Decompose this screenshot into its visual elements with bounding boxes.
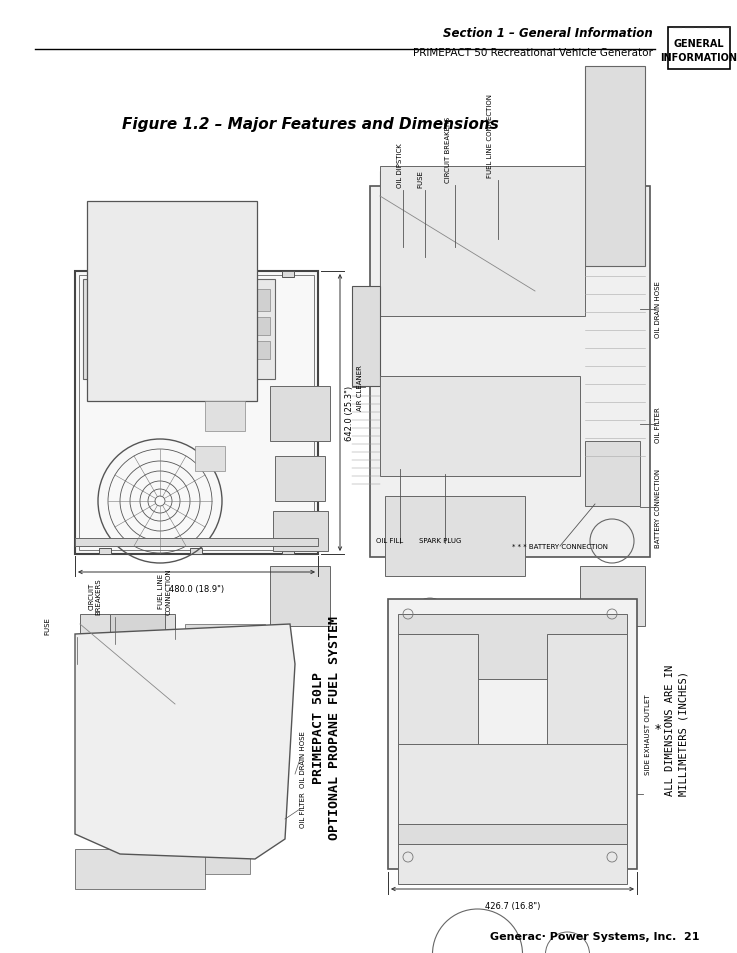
Text: OPTIONAL PROPANE FUEL SYSTEM: OPTIONAL PROPANE FUEL SYSTEM	[328, 616, 341, 840]
Text: BATTERY CONNECTION: BATTERY CONNECTION	[655, 468, 661, 547]
Text: FUEL LINE CONNECTION: FUEL LINE CONNECTION	[487, 94, 493, 178]
Bar	[83, 280, 183, 379]
Bar	[585, 441, 640, 506]
Text: 426.7 (16.8"): 426.7 (16.8")	[485, 901, 540, 910]
Text: Section 1 – General Information: Section 1 – General Information	[443, 27, 653, 40]
Text: GENERAL: GENERAL	[674, 39, 724, 49]
Bar	[195, 341, 270, 359]
Text: ALL DIMENSIONS ARE IN
MILLIMETERS (INCHES): ALL DIMENSIONS ARE IN MILLIMETERS (INCHE…	[665, 663, 688, 795]
Text: PRIMEPACT 50LP: PRIMEPACT 50LP	[312, 671, 325, 783]
Text: PRIMEPACT 50 Recreational Vehicle Generator: PRIMEPACT 50 Recreational Vehicle Genera…	[413, 48, 653, 58]
Bar	[270, 566, 330, 626]
Bar	[93, 290, 113, 310]
Circle shape	[464, 208, 472, 215]
Text: OIL DRAIN HOSE: OIL DRAIN HOSE	[655, 281, 661, 338]
Bar	[190, 272, 202, 277]
Text: OIL FILTER: OIL FILTER	[300, 791, 306, 827]
Bar	[445, 182, 510, 242]
Bar	[127, 650, 135, 659]
Bar	[547, 635, 627, 754]
Bar	[175, 760, 255, 814]
Bar	[99, 548, 111, 555]
Bar	[398, 615, 627, 679]
Bar	[165, 824, 250, 874]
Text: FUSE: FUSE	[44, 617, 50, 635]
Bar	[352, 287, 380, 387]
Bar	[585, 67, 645, 267]
Bar	[87, 202, 257, 401]
Bar	[580, 566, 645, 626]
Bar	[195, 447, 225, 472]
Circle shape	[464, 221, 472, 229]
Text: OIL FILL: OIL FILL	[377, 537, 404, 543]
Circle shape	[127, 636, 135, 643]
Bar	[99, 272, 111, 277]
Bar	[205, 401, 245, 432]
Polygon shape	[75, 624, 295, 859]
Text: 642.0 (25.3"): 642.0 (25.3")	[345, 386, 354, 440]
Text: *: *	[655, 722, 661, 736]
Bar	[380, 172, 535, 292]
Text: INFORMATION: INFORMATION	[660, 53, 737, 63]
Bar	[79, 275, 314, 551]
Bar	[398, 744, 627, 884]
Bar	[282, 548, 294, 555]
Bar	[282, 272, 294, 277]
Bar	[190, 280, 275, 379]
Bar	[75, 849, 205, 889]
Bar	[195, 317, 270, 335]
Text: CIRCUIT BREAKERS: CIRCUIT BREAKERS	[445, 117, 451, 183]
Bar	[113, 650, 121, 659]
Bar	[380, 167, 585, 316]
Text: OIL FILTER: OIL FILTER	[655, 407, 661, 442]
Text: OIL DIPSTICK: OIL DIPSTICK	[397, 143, 403, 188]
Bar	[388, 599, 637, 869]
Text: 480.0 (18.9"): 480.0 (18.9")	[169, 584, 224, 594]
Text: OIL DRAIN HOSE: OIL DRAIN HOSE	[300, 731, 306, 787]
Text: * * * BATTERY CONNECTION: * * * BATTERY CONNECTION	[512, 543, 608, 550]
Bar	[110, 615, 165, 669]
Text: AIR CLEANER: AIR CLEANER	[357, 365, 363, 411]
Bar	[398, 635, 478, 754]
Text: CIRCUIT
BREAKERS: CIRCUIT BREAKERS	[88, 578, 102, 615]
Bar	[380, 376, 580, 476]
Bar	[668, 28, 730, 70]
Bar	[275, 456, 325, 501]
Text: SPARK PLUG: SPARK PLUG	[419, 537, 461, 543]
Text: FUEL LINE
CONNECTION: FUEL LINE CONNECTION	[158, 568, 172, 615]
Text: Figure 1.2 – Major Features and Dimensions: Figure 1.2 – Major Features and Dimensio…	[122, 117, 498, 132]
Bar	[195, 700, 265, 749]
Text: FUSE: FUSE	[417, 170, 423, 188]
Bar	[398, 824, 627, 844]
Circle shape	[448, 221, 456, 229]
Bar	[273, 512, 328, 552]
Bar	[75, 272, 318, 555]
Bar	[370, 187, 650, 558]
Bar	[195, 290, 270, 312]
Bar	[385, 497, 525, 577]
Circle shape	[448, 208, 456, 215]
Text: Generac· Power Systems, Inc.  21: Generac· Power Systems, Inc. 21	[491, 931, 700, 941]
Bar	[80, 615, 175, 704]
Text: SIDE EXHAUST OUTLET: SIDE EXHAUST OUTLET	[645, 694, 651, 775]
Bar	[190, 548, 202, 555]
Bar	[270, 387, 330, 441]
Bar	[185, 624, 265, 684]
Bar	[75, 538, 318, 546]
Circle shape	[113, 636, 121, 643]
